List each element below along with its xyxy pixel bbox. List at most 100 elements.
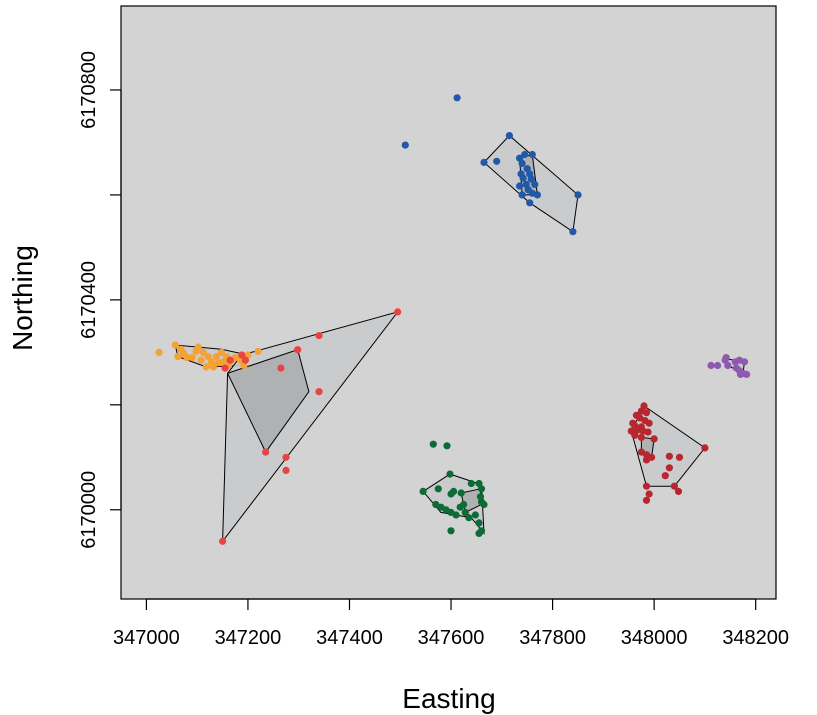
data-point-1-2 <box>174 353 182 361</box>
data-point-3-13 <box>480 500 488 509</box>
data-point-1-1 <box>171 341 179 349</box>
data-point-1-11 <box>202 363 210 371</box>
data-point-0-8 <box>518 159 526 167</box>
data-point-4-5 <box>707 361 715 370</box>
x-tick-label-6: 348200 <box>722 627 789 649</box>
data-point-2-5 <box>226 356 234 364</box>
data-point-2-6 <box>221 364 229 372</box>
data-point-3-23 <box>471 511 479 519</box>
hull-polygon-2-1 <box>226 349 310 454</box>
data-point-2-11 <box>282 466 290 474</box>
data-point-3-0 <box>429 440 437 448</box>
data-point-3-6 <box>419 487 427 495</box>
data-point-2-4 <box>241 356 249 364</box>
data-point-5-27 <box>670 482 679 490</box>
data-point-4-11 <box>743 370 751 378</box>
data-point-0-6 <box>521 150 529 159</box>
data-point-1-14 <box>209 363 217 371</box>
data-point-1-12 <box>204 353 212 361</box>
data-point-5-30 <box>642 496 651 504</box>
data-point-2-7 <box>277 364 285 372</box>
data-point-5-29 <box>645 490 653 498</box>
x-axis-title: Easting <box>402 683 495 714</box>
data-point-4-4 <box>740 358 749 366</box>
data-point-5-2 <box>642 409 651 417</box>
data-point-1-18 <box>220 358 228 366</box>
data-point-0-16 <box>516 182 524 190</box>
x-tick-label-5: 348000 <box>621 627 688 649</box>
data-point-1-10 <box>199 348 207 356</box>
data-point-1-6 <box>188 354 196 362</box>
data-point-1-0 <box>155 348 163 356</box>
y-tick-label-2: 6170400 <box>78 261 100 339</box>
data-point-3-27 <box>475 529 483 538</box>
data-point-2-1 <box>315 332 323 340</box>
data-point-2-2 <box>294 346 302 354</box>
data-point-3-9 <box>450 487 458 495</box>
data-point-5-24 <box>665 464 674 472</box>
data-point-5-21 <box>642 456 651 464</box>
data-point-3-20 <box>460 500 468 509</box>
data-point-2-3 <box>238 351 246 359</box>
data-point-0-0 <box>453 94 461 102</box>
data-point-0-20 <box>533 191 542 199</box>
x-tick-label-4: 347800 <box>519 627 586 649</box>
data-point-2-9 <box>262 448 270 456</box>
data-point-5-23 <box>675 453 684 461</box>
data-point-4-12 <box>736 370 745 378</box>
data-point-5-17 <box>701 444 709 452</box>
data-point-5-22 <box>665 452 674 460</box>
data-points <box>155 94 751 545</box>
data-point-3-3 <box>467 479 475 488</box>
data-point-0-21 <box>574 191 582 199</box>
data-point-1-9 <box>197 356 205 364</box>
x-tick-label-3: 347600 <box>418 627 485 649</box>
axes: 347000 347200 347400 347600 347800 348000 3482… <box>78 51 789 649</box>
data-point-5-15 <box>637 433 646 441</box>
data-point-0-19 <box>518 191 526 199</box>
data-point-0-2 <box>505 132 513 140</box>
data-point-5-12 <box>644 428 652 436</box>
data-point-1-15 <box>212 353 221 361</box>
data-point-0-23 <box>569 228 577 236</box>
data-point-3-18 <box>452 511 460 519</box>
data-point-3-1 <box>443 442 451 450</box>
data-point-0-7 <box>528 150 536 159</box>
data-point-2-0 <box>394 308 402 316</box>
data-point-0-4 <box>493 157 501 165</box>
data-point-1-26 <box>254 347 262 355</box>
data-point-3-24 <box>475 519 483 527</box>
data-point-3-21 <box>461 508 469 516</box>
y-axis-title: Northing <box>7 245 38 351</box>
data-point-3-7 <box>434 485 442 493</box>
x-tick-label-0: 347000 <box>113 627 180 649</box>
data-point-3-2 <box>446 470 454 478</box>
data-point-1-8 <box>194 343 202 351</box>
data-point-4-6 <box>714 361 722 370</box>
data-point-5-14 <box>631 431 639 439</box>
data-point-5-26 <box>642 482 651 490</box>
data-point-3-22 <box>465 514 473 522</box>
data-point-0-22 <box>526 199 534 207</box>
x-tick-label-2: 347400 <box>316 627 383 649</box>
data-point-5-7 <box>645 419 653 427</box>
data-point-4-7 <box>724 361 732 370</box>
data-point-1-17 <box>217 348 226 356</box>
y-tick-label-4: 6170800 <box>78 51 100 129</box>
data-point-3-26 <box>447 527 455 535</box>
data-point-0-3 <box>480 158 488 166</box>
data-point-2-10 <box>282 453 290 461</box>
data-point-5-16 <box>650 435 658 443</box>
data-point-3-5 <box>477 485 486 493</box>
data-point-0-13 <box>527 175 535 183</box>
data-point-0-1 <box>401 141 409 149</box>
data-point-0-12 <box>519 174 527 182</box>
data-point-3-10 <box>457 489 465 497</box>
data-point-5-28 <box>674 487 683 495</box>
data-point-1-5 <box>183 354 191 362</box>
data-point-2-8 <box>315 388 323 396</box>
y-tick-label-0: 6170000 <box>78 471 100 549</box>
data-point-5-25 <box>661 472 669 480</box>
data-point-0-15 <box>531 180 539 188</box>
